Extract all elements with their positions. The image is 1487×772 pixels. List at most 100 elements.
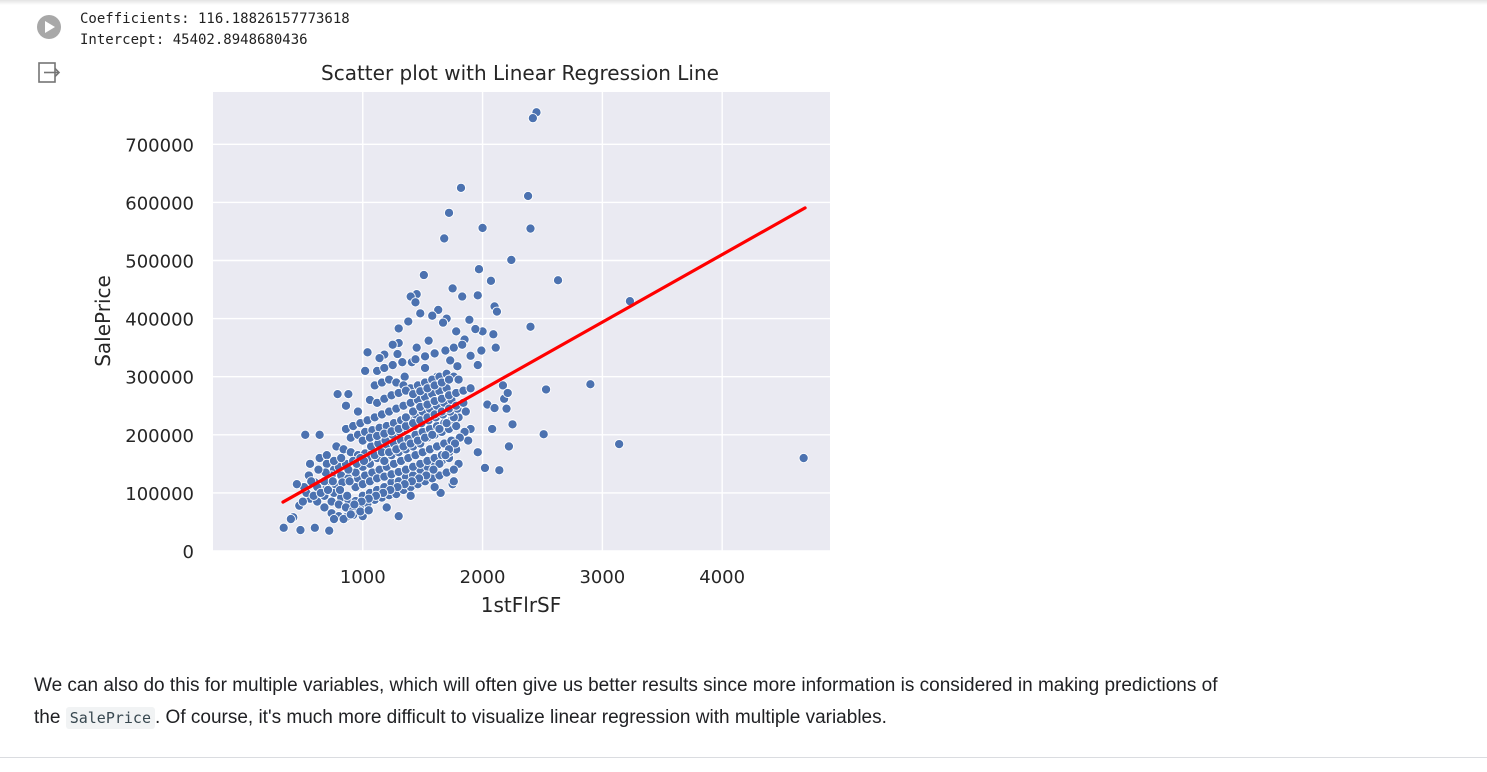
data-point (443, 374, 455, 385)
data-point (541, 384, 552, 395)
data-point (460, 406, 471, 417)
run-cell-button[interactable] (36, 14, 62, 40)
data-point (393, 511, 404, 522)
chart-title: Scatter plot with Linear Regression Line (321, 61, 719, 85)
plot-area (213, 92, 830, 551)
data-point (451, 421, 462, 432)
data-point (360, 365, 371, 376)
data-point (374, 353, 385, 364)
data-point (472, 290, 483, 301)
x-tick-label: 1000 (340, 567, 386, 588)
data-point (488, 329, 499, 340)
data-point (435, 487, 446, 498)
data-point (453, 374, 464, 385)
data-point (327, 476, 338, 487)
data-point (538, 429, 549, 440)
data-point (429, 482, 440, 493)
data-point (487, 423, 498, 435)
data-point (427, 429, 438, 440)
data-point (363, 505, 374, 516)
data-point (489, 403, 500, 414)
data-point (527, 113, 538, 124)
data-point (479, 462, 491, 473)
output-toggle-button[interactable] (36, 61, 62, 85)
data-point (494, 465, 505, 476)
data-point (434, 458, 445, 469)
data-point (387, 360, 398, 371)
inline-code-saleprice: SalePrice (65, 707, 155, 729)
data-point (400, 412, 411, 423)
y-tick-label: 200000 (125, 426, 194, 447)
data-point (423, 335, 434, 346)
data-point (440, 345, 451, 356)
data-point (485, 275, 496, 286)
output-line-intercept: Intercept: 45402.8948680436 (80, 32, 308, 48)
data-point (506, 254, 517, 265)
data-point (525, 321, 536, 332)
data-point (343, 389, 354, 400)
tick-labels: 1000 2000 3000 4000 0 100000 200000 300000 40000… (125, 135, 745, 588)
data-point (552, 275, 564, 286)
data-point (297, 496, 308, 507)
regression-line (281, 206, 807, 504)
paragraph-line-2-suffix: . Of course, it's much more difficult to… (154, 707, 887, 728)
output-line-coefficients: Coefficients: 116.18826157773618 (80, 11, 350, 27)
data-point (420, 362, 431, 374)
data-point (309, 522, 320, 533)
data-point (319, 502, 330, 513)
data-point (449, 438, 461, 449)
data-point (387, 339, 398, 350)
data-point (440, 450, 451, 461)
data-point (379, 362, 390, 374)
data-point (451, 326, 462, 337)
data-point (501, 403, 512, 414)
data-point (300, 429, 311, 440)
x-tick-label: 3000 (579, 567, 625, 588)
data-point (490, 342, 501, 353)
output-icon (38, 62, 61, 83)
data-point (291, 479, 302, 490)
y-tick-label: 0 (183, 542, 194, 563)
data-point (523, 190, 534, 202)
data-point (428, 464, 439, 475)
data-point (362, 347, 373, 358)
data-point (313, 464, 324, 475)
data-point (285, 513, 296, 525)
data-point (420, 351, 431, 362)
y-tick-label: 600000 (125, 193, 194, 214)
data-point (448, 342, 459, 353)
y-tick-label: 100000 (125, 484, 194, 505)
data-point (410, 354, 421, 365)
data-point (393, 323, 404, 334)
data-point (445, 355, 456, 366)
data-point (457, 339, 468, 350)
data-point (328, 513, 340, 525)
data-point (295, 525, 306, 536)
data-point (507, 419, 518, 430)
data-point (418, 269, 429, 281)
data-point (344, 476, 355, 487)
data-point (334, 484, 346, 496)
data-point (443, 207, 455, 218)
data-point (470, 324, 481, 335)
data-point (415, 308, 426, 319)
data-point (455, 182, 467, 193)
data-point (465, 383, 476, 394)
data-point (405, 490, 416, 501)
data-point (332, 389, 343, 400)
scatter-plot: Scatter plot with Linear Regression Line… (80, 56, 860, 636)
data-point (381, 502, 392, 513)
data-point (497, 380, 508, 391)
data-point (392, 348, 403, 360)
data-point (397, 357, 408, 368)
regression-line-group (281, 206, 807, 504)
data-point (322, 484, 334, 496)
data-point (463, 435, 474, 446)
data-point (465, 350, 476, 361)
data-point (411, 342, 422, 353)
data-point (798, 452, 809, 464)
data-point (324, 525, 335, 536)
data-point (349, 499, 360, 510)
data-point (314, 429, 325, 440)
data-point (336, 452, 347, 464)
